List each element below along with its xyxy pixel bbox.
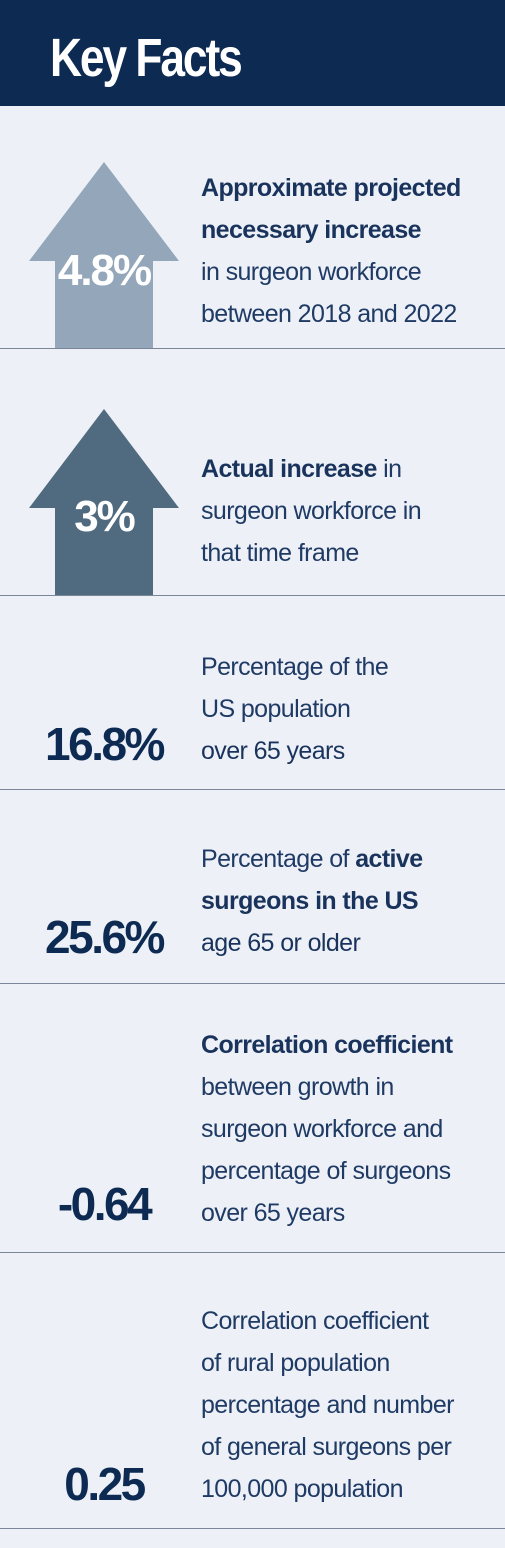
description-emphasis: active [355, 845, 423, 873]
description-line: 100,000 population [201, 1475, 404, 1503]
description-line: between 2018 and 2022 [201, 300, 457, 328]
description-line: between growth in [201, 1073, 394, 1101]
fact-row-projected-increase: 4.8% Approximate projected necessary inc… [0, 106, 505, 349]
description-line: over 65 years [201, 737, 345, 765]
description-line: in surgeon workforce [201, 258, 422, 286]
up-arrow-icon [29, 409, 179, 595]
description-line: surgeon workforce in [201, 497, 422, 525]
fact-row-actual-increase: 3% Actual increase in surgeon workforce … [0, 349, 505, 596]
description-line: Approximate projected [201, 174, 461, 202]
fact-row-correlation-rural: 0.25 Correlation coefficient of rural po… [0, 1253, 505, 1529]
up-arrow-icon [29, 162, 179, 348]
fact-description: Actual increase in surgeon workforce in … [201, 448, 501, 574]
fact-description: Percentage of active surgeons in the US … [201, 838, 501, 964]
description-line: over 65 years [201, 1199, 345, 1227]
up-arrow-shape [29, 162, 179, 348]
description-line: Percentage of active [201, 838, 501, 880]
fact-row-population-over-65: 16.8% Percentage of the US population ov… [0, 596, 505, 790]
fact-description: Correlation coefficient of rural populat… [201, 1300, 501, 1510]
fact-value: 4.8% [57, 246, 152, 295]
fact-description: Approximate projected necessary increase… [201, 167, 501, 335]
fact-row-correlation-growth: -0.64 Correlation coefficient between gr… [0, 984, 505, 1253]
description-emphasis: Actual increase [201, 455, 377, 483]
description-line: that time frame [201, 539, 359, 567]
description-line: surgeons in the US [201, 887, 419, 915]
description-line: age 65 or older [201, 929, 361, 957]
fact-description: Percentage of the US population over 65 … [201, 646, 501, 772]
description-line: Actual increase in [201, 448, 501, 490]
description-text: Percentage of [201, 845, 356, 873]
description-line: Percentage of the [201, 653, 389, 681]
fact-value: -0.64 [57, 1178, 153, 1230]
description-line: of rural population [201, 1349, 390, 1377]
description-text: in [376, 455, 402, 483]
description-line: surgeon workforce and [201, 1115, 443, 1143]
description-line: necessary increase [201, 216, 422, 244]
up-arrow-shape [29, 409, 179, 595]
fact-value: 16.8% [45, 718, 165, 770]
description-line: Correlation coefficient [201, 1307, 429, 1335]
description-line: of general surgeons per [201, 1433, 452, 1461]
fact-value: 0.25 [64, 1458, 146, 1510]
fact-value: 25.6% [45, 911, 165, 963]
header-banner: Key Facts [0, 0, 505, 106]
fact-value: 3% [74, 492, 136, 541]
fact-description: Correlation coefficient between growth i… [201, 1024, 501, 1234]
description-line: percentage and number [201, 1391, 454, 1419]
page-title: Key Facts [50, 28, 243, 88]
description-line: Correlation coefficient [201, 1031, 453, 1059]
description-line: US population [201, 695, 351, 723]
description-line: percentage of surgeons [201, 1157, 451, 1185]
fact-row-active-surgeons-65: 25.6% Percentage of active surgeons in t… [0, 790, 505, 984]
